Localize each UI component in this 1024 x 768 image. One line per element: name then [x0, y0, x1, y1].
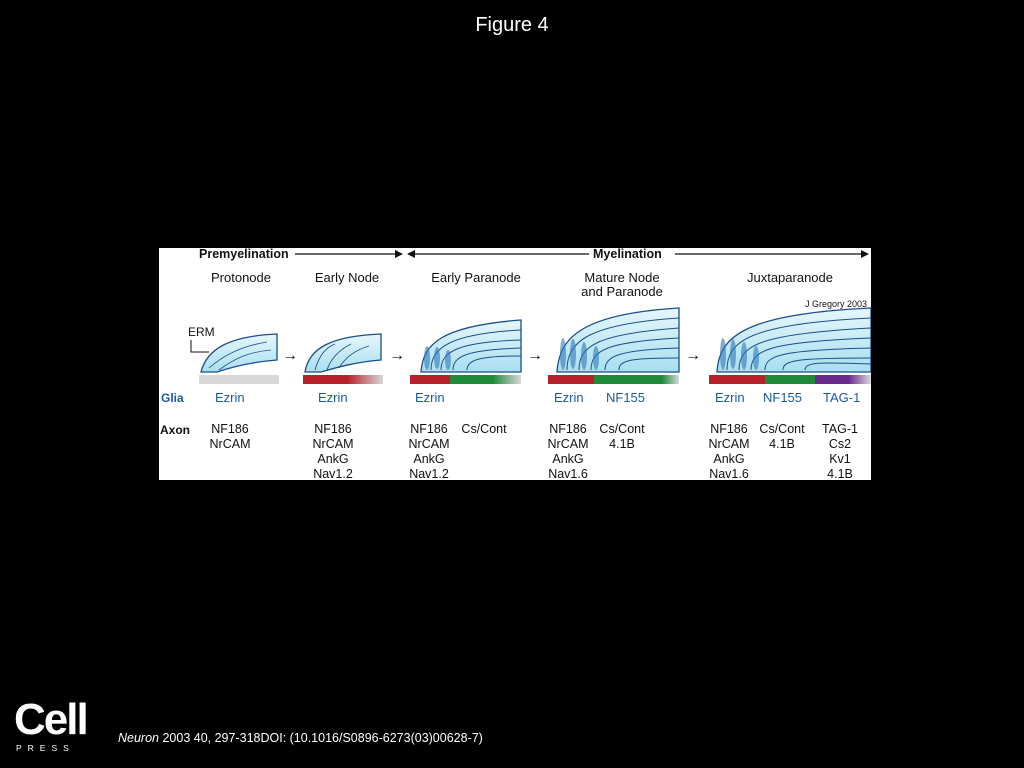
axon-marker: NF186 [314, 422, 352, 436]
early-node-glia [304, 333, 382, 373]
diagram-graphic [190, 250, 871, 384]
axon-column: Cs/Cont 4.1B [597, 422, 647, 452]
transition-arrow: → [389, 347, 405, 364]
early-paranode-axon-paranode [450, 375, 521, 384]
axon-marker: Nav1.6 [709, 467, 749, 480]
citation-details: 2003 40, 297-318DOI: (10.1016/S0896-6273… [159, 731, 483, 745]
axon-marker: AnkG [713, 452, 745, 466]
axon-column: NF186 NrCAM AnkG Nav1.2 [312, 422, 354, 480]
axon-marker: NF186 [410, 422, 448, 436]
protonode-axon-bar [199, 375, 279, 384]
citation-journal: Neuron [118, 731, 159, 745]
juxtaparanode-axon-node [709, 375, 765, 384]
credit-label: J Gregory 2003 [805, 299, 868, 309]
stage-early-node: Early Node [314, 270, 380, 285]
figure-title: Figure 4 [475, 14, 549, 36]
juxtaparanode-axon-paranode [765, 375, 815, 384]
stage-protonode: Protonode [211, 270, 271, 285]
axon-marker: AnkG [413, 452, 445, 466]
axon-marker: NF186 [211, 422, 249, 436]
axon-column: Cs/Cont [459, 422, 509, 437]
axon-column: Cs/Cont 4.1B [757, 422, 807, 452]
axon-marker: Cs2 [828, 437, 852, 451]
axon-marker: AnkG [317, 452, 349, 466]
early-paranode-axon-node [410, 375, 450, 384]
axon-marker: TAG-1 [822, 422, 858, 436]
early-paranode-glia [420, 319, 522, 373]
axon-column: NF186 NrCAM AnkG Nav1.6 [547, 422, 589, 480]
logo-word: Cell [14, 695, 89, 744]
axon-marker: NF186 [549, 422, 587, 436]
glia-marker: Ezrin [318, 390, 348, 405]
early-node-axon-bar [303, 375, 383, 384]
axon-marker: 4.1B [769, 437, 795, 451]
transition-arrow: → [685, 347, 701, 364]
axon-marker: NrCAM [708, 437, 750, 451]
axon-marker: NrCAM [312, 437, 354, 451]
axon-marker: 4.1B [609, 437, 635, 451]
axon-marker: Nav1.2 [409, 467, 449, 480]
axon-marker: Nav1.6 [548, 467, 588, 480]
premyelination-label: Premyelination [199, 248, 289, 261]
mature-node-glia [556, 307, 680, 373]
glia-marker: Ezrin [554, 390, 584, 405]
axon-marker: 4.1B [827, 467, 853, 480]
citation: Neuron 2003 40, 297-318DOI: (10.1016/S08… [118, 731, 483, 745]
axon-marker: NrCAM [209, 437, 251, 451]
stage-early-paranode: Early Paranode [431, 270, 521, 285]
mature-node-axon-node [548, 375, 594, 384]
axon-marker: Cs/Cont [599, 422, 645, 436]
erm-label: ERM [188, 325, 215, 339]
diagram-panel: Premyelination Myelination Protonode Ear… [159, 248, 871, 480]
glia-marker: NF155 [606, 390, 646, 405]
glia-marker: Ezrin [715, 390, 745, 405]
juxtaparanode-glia [716, 307, 871, 373]
axon-marker: Cs/Cont [461, 422, 507, 436]
axon-column: NF186 NrCAM AnkG Nav1.2 [408, 422, 450, 480]
glia-marker: TAG-1 [823, 390, 861, 405]
axon-marker: NrCAM [408, 437, 450, 451]
glia-marker: Ezrin [415, 390, 445, 405]
axon-marker: Nav1.2 [313, 467, 353, 480]
glia-marker: NF155 [763, 390, 803, 405]
axon-row-label: Axon [160, 423, 190, 437]
stage-mature-node: Mature Node and Paranode [581, 270, 663, 299]
glia-row-label: Glia [161, 391, 184, 405]
transition-arrow: → [527, 347, 543, 364]
cell-press-logo: Cell PRESS [14, 695, 89, 754]
mature-node-axon-paranode [594, 375, 679, 384]
axon-column: NF186 NrCAM [209, 422, 251, 452]
glia-marker: Ezrin [215, 390, 245, 405]
erm-pointer [190, 340, 209, 353]
myelination-label: Myelination [593, 248, 662, 261]
axon-column: NF186 NrCAM AnkG Nav1.6 [708, 422, 750, 480]
axon-marker: AnkG [552, 452, 584, 466]
axon-marker: Kv1 [829, 452, 851, 466]
juxtaparanode-axon-juxta [815, 375, 871, 384]
protonode-glia [200, 333, 278, 373]
axon-column: TAG-1 Cs2 Kv1 4.1B [819, 422, 861, 480]
logo-press: PRESS [16, 743, 75, 753]
premyelination-arrow [295, 250, 403, 258]
axon-marker: NrCAM [547, 437, 589, 451]
axon-marker: Cs/Cont [759, 422, 805, 436]
transition-arrow: → [282, 347, 298, 364]
axon-marker: NF186 [710, 422, 748, 436]
stage-juxtaparanode: Juxtaparanode [746, 270, 833, 285]
myelination-arrow [407, 250, 869, 258]
